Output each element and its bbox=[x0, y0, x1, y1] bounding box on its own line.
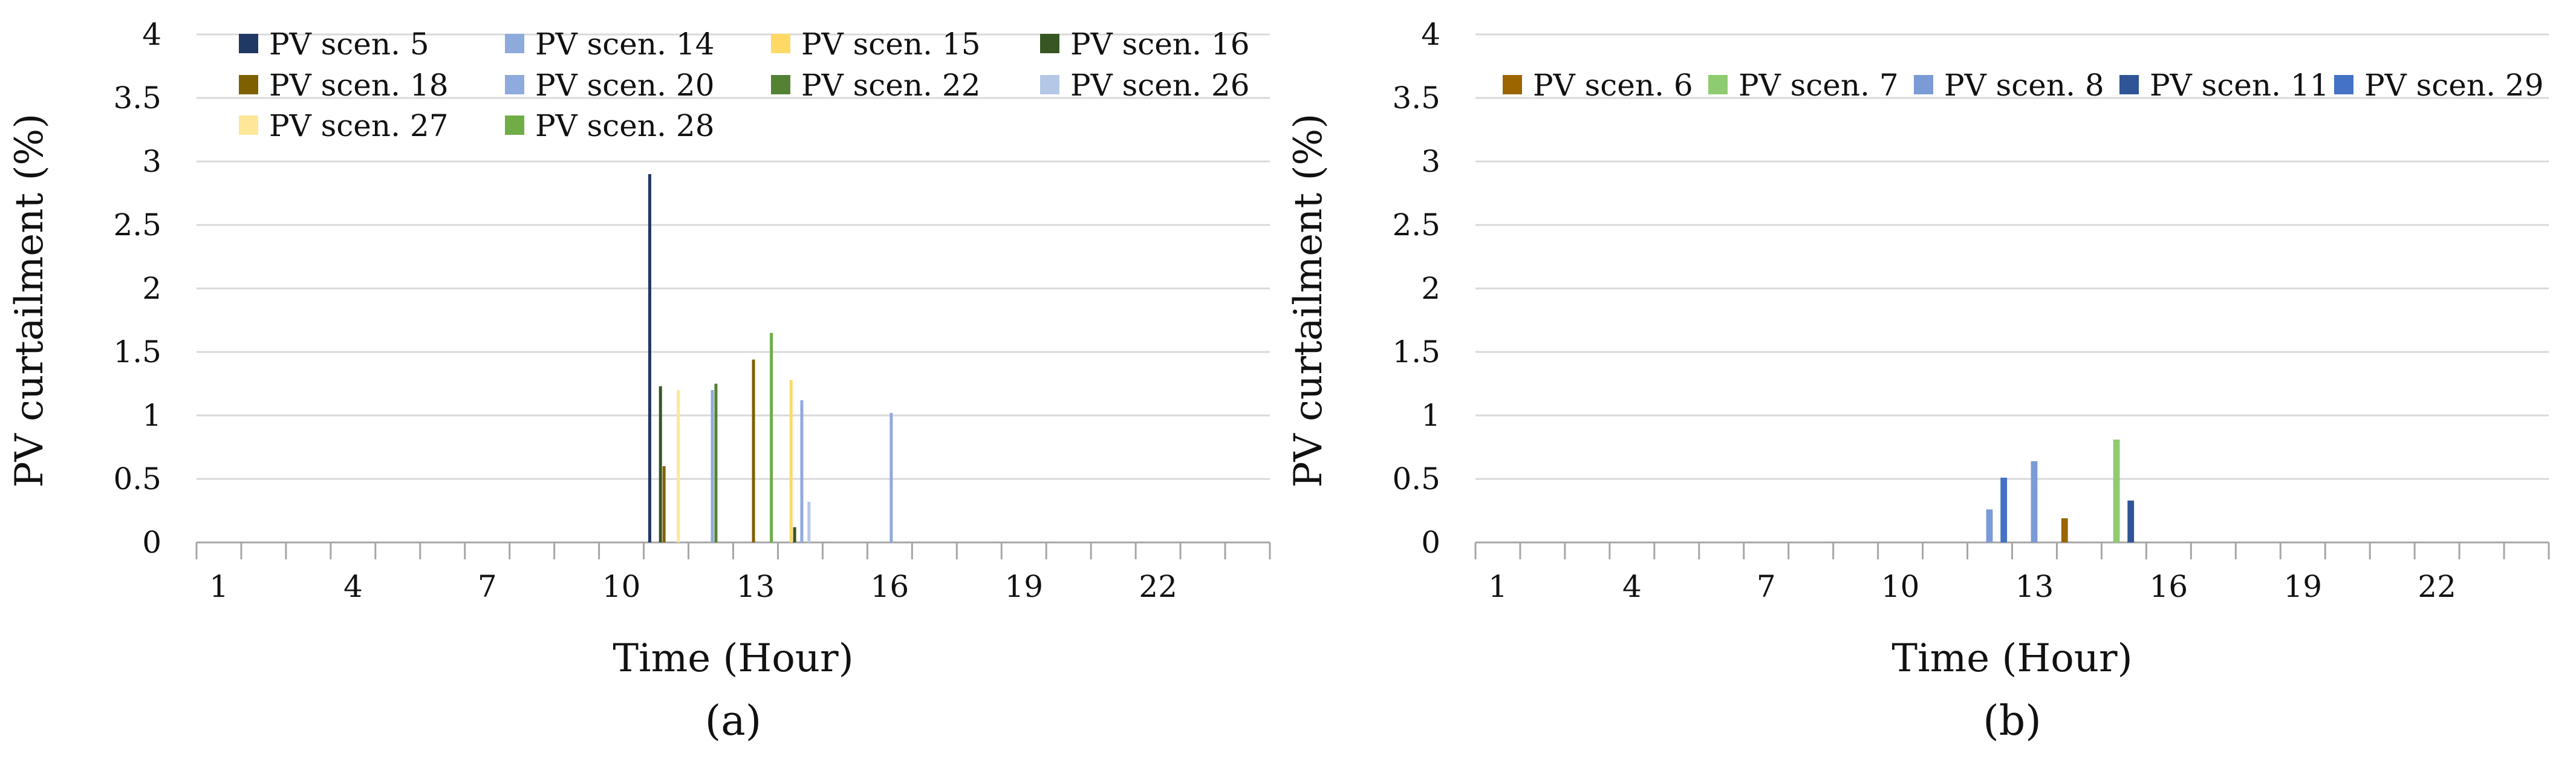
legend-label: PV scen. 5 bbox=[269, 27, 429, 62]
x-axis-title: Time (Hour) bbox=[1891, 636, 2132, 681]
legend-swatch bbox=[771, 34, 790, 53]
x-tick-label: 10 bbox=[602, 569, 641, 604]
x-tick-label: 7 bbox=[1757, 569, 1776, 604]
legend-label: PV scen. 18 bbox=[269, 68, 449, 103]
x-tick-label: 1 bbox=[209, 569, 229, 604]
panel-label: (b) bbox=[1983, 697, 2041, 745]
chart-panel-2: 0 0.5 1 1.5 2 2.5 3 3.5 4 1 4 7 10 13 16 19 22 Time (Hour… bbox=[1286, 17, 2550, 745]
legend-label: PV scen. 8 bbox=[1944, 68, 2104, 103]
legend-swatch bbox=[2334, 75, 2353, 94]
x-tick-label: 22 bbox=[2418, 569, 2456, 604]
bar bbox=[714, 383, 718, 542]
y-tick-label: 3 bbox=[1421, 144, 1440, 179]
legend-label: PV scen. 20 bbox=[535, 68, 715, 103]
legend-swatch bbox=[505, 75, 524, 94]
legend-swatch bbox=[1040, 34, 1059, 53]
y-tick-label: 0.5 bbox=[113, 461, 161, 496]
legend-label: PV scen. 16 bbox=[1070, 27, 1250, 62]
legend-swatch bbox=[505, 34, 524, 53]
y-tick-label: 3.5 bbox=[1392, 80, 1440, 116]
y-tick-label: 1.5 bbox=[113, 334, 161, 369]
x-tick-label: 13 bbox=[2015, 569, 2054, 604]
legend-swatch bbox=[239, 75, 258, 94]
legend-swatch bbox=[771, 75, 790, 94]
bar bbox=[2127, 500, 2135, 542]
bar bbox=[770, 333, 773, 542]
legend-swatch bbox=[1040, 75, 1059, 94]
legend-swatch bbox=[1708, 75, 1728, 94]
x-tick-label: 13 bbox=[737, 569, 775, 604]
y-tick-label: 2 bbox=[142, 271, 161, 306]
y-tick-label: 0 bbox=[142, 525, 161, 560]
x-tick-label: 16 bbox=[2150, 569, 2188, 604]
bar bbox=[711, 390, 714, 542]
x-tick-label: 19 bbox=[2283, 569, 2322, 604]
bar bbox=[2000, 477, 2008, 542]
legend-label: PV scen. 7 bbox=[1738, 68, 1899, 103]
x-tick-label: 16 bbox=[871, 569, 909, 604]
x-axis-title: Time (Hour) bbox=[613, 636, 853, 681]
x-tick-label: 1 bbox=[1488, 569, 1508, 604]
legend-label: PV scen. 11 bbox=[2150, 68, 2329, 103]
y-tick-label: 3.5 bbox=[113, 80, 161, 116]
legend-swatch bbox=[2119, 75, 2139, 94]
panel-label: (a) bbox=[705, 697, 762, 745]
x-tick-label: 4 bbox=[1622, 569, 1642, 604]
legend-label: PV scen. 14 bbox=[535, 27, 715, 62]
x-tick-label: 19 bbox=[1004, 569, 1043, 604]
x-tick-label: 4 bbox=[343, 569, 363, 604]
x-tick-label: 10 bbox=[1881, 569, 1920, 604]
bar bbox=[2113, 439, 2120, 542]
y-tick-label: 4 bbox=[142, 17, 161, 52]
y-axis-title: PV curtailment (%) bbox=[7, 114, 52, 488]
bar bbox=[793, 527, 796, 542]
y-axis-title: PV curtailment (%) bbox=[1286, 114, 1331, 488]
bar bbox=[2031, 461, 2038, 542]
bar bbox=[1986, 509, 1993, 542]
x-tick-label: 7 bbox=[478, 569, 497, 604]
y-tick-label: 3 bbox=[142, 144, 161, 179]
bar bbox=[890, 412, 893, 542]
legend-swatch bbox=[1914, 75, 1933, 94]
bar bbox=[800, 400, 804, 542]
legend-label: PV scen. 29 bbox=[2364, 68, 2544, 103]
y-tick-label: 0 bbox=[1421, 525, 1440, 560]
x-tick-label: 22 bbox=[1139, 569, 1177, 604]
legend-swatch bbox=[239, 34, 258, 53]
y-tick-label: 1.5 bbox=[1392, 334, 1440, 369]
legend-label: PV scen. 22 bbox=[801, 68, 981, 103]
bar bbox=[789, 380, 793, 542]
y-tick-label: 2 bbox=[1421, 271, 1440, 306]
legend-label: PV scen. 6 bbox=[1533, 68, 1693, 103]
legend-swatch bbox=[505, 116, 524, 135]
legend-label: PV scen. 15 bbox=[801, 27, 981, 62]
y-tick-label: 2.5 bbox=[113, 207, 161, 242]
legend-label: PV scen. 26 bbox=[1070, 68, 1250, 103]
bar bbox=[659, 386, 662, 542]
legend-label: PV scen. 28 bbox=[535, 108, 715, 143]
legend-label: PV scen. 27 bbox=[269, 108, 449, 143]
bar bbox=[752, 359, 755, 542]
bar bbox=[807, 501, 811, 542]
legend-swatch bbox=[239, 116, 258, 135]
y-tick-label: 1 bbox=[1421, 398, 1440, 433]
y-tick-label: 1 bbox=[142, 398, 161, 433]
y-tick-label: 4 bbox=[1421, 17, 1440, 52]
y-tick-label: 0.5 bbox=[1392, 461, 1440, 496]
chart-panel-1: 0 0.5 1 1.5 2 2.5 3 3.5 4 1 4 7 10 13 16 19 22 Time (Hour… bbox=[7, 17, 1271, 745]
bar bbox=[677, 390, 680, 542]
legend-swatch bbox=[1503, 75, 1522, 94]
bar bbox=[2061, 518, 2068, 542]
bar bbox=[648, 174, 651, 542]
bar bbox=[662, 466, 666, 542]
y-tick-label: 2.5 bbox=[1392, 207, 1440, 242]
